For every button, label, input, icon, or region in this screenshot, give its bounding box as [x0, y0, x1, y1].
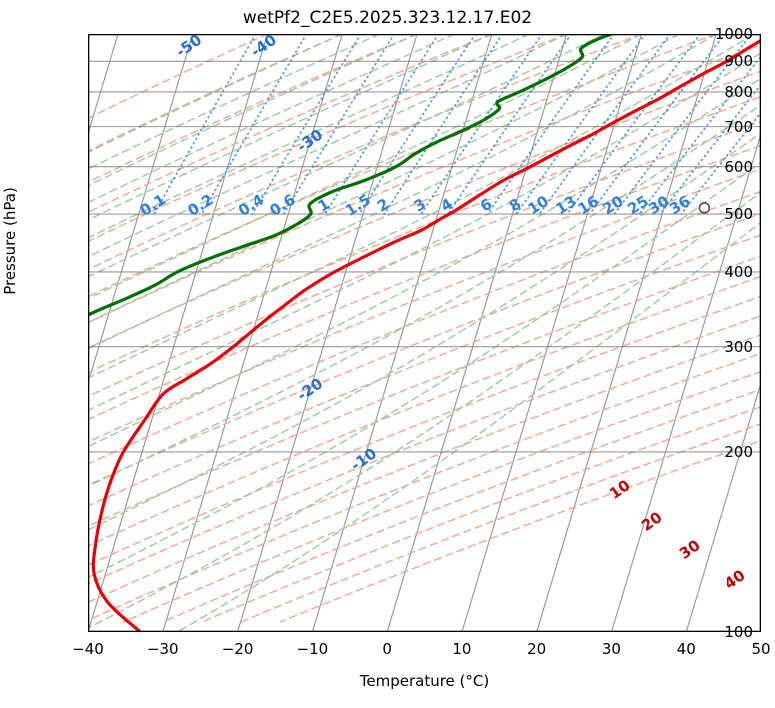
x-tick-20: 20	[527, 640, 547, 658]
mixing-ratio-label-8: 8	[506, 195, 524, 216]
isotherm-label--40: -40	[247, 34, 280, 61]
mixing-ratio-label-3: 3	[411, 195, 429, 216]
mixing-ratio-label-6: 6	[477, 195, 495, 216]
y-tick-100: 100	[724, 623, 753, 641]
y-tick-1000: 1000	[714, 25, 753, 43]
y-tick-900: 900	[724, 52, 753, 71]
isotherm-label--20: -20	[294, 374, 327, 404]
y-tick-500: 500	[724, 205, 753, 224]
y-tick-300: 300	[724, 337, 753, 356]
isotherm-label--50: -50	[173, 34, 206, 61]
moist-adiabats	[88, 34, 761, 632]
x-tick-10: 10	[452, 640, 472, 658]
x-tick-−40: −40	[72, 640, 104, 658]
y-axis-label: Pressure (hPa)	[1, 187, 19, 295]
x-tick-−10: −10	[296, 640, 329, 658]
x-axis-label: Temperature (°C)	[359, 672, 490, 690]
mixing-ratio-lines	[153, 34, 761, 215]
chart-title: wetPf2_C2E5.2025.323.12.17.E02	[242, 8, 533, 28]
x-tick-−20: −20	[221, 640, 254, 658]
y-tick-700: 700	[724, 117, 753, 136]
y-tick-600: 600	[724, 157, 753, 176]
dry-adiabats	[88, 34, 761, 623]
y-tick-400: 400	[724, 262, 753, 281]
axis-frame	[88, 34, 761, 632]
moist-adiabat-label-10: 10	[606, 476, 633, 503]
moist-adiabat-label-30: 30	[676, 536, 703, 563]
x-tick-−30: −30	[146, 640, 179, 658]
dewpoint-profile-line	[88, 34, 614, 318]
temperature-profile-line	[91, 38, 761, 632]
skewt-canvas: -50 -40-30-20-100.1 0.2 0.4 0.6 1 1.5 2 3 4 6 8 10 13…	[88, 34, 761, 632]
y-tick-800: 800	[724, 82, 753, 101]
grid-layer: -50 -40-30-20-100.1 0.2 0.4 0.6 1 1.5 2 3 4 6 8 10 13…	[88, 34, 761, 632]
mixing-ratio-label-0.2: 0.2	[184, 190, 216, 219]
moist-adiabat-label-40: 40	[721, 566, 748, 593]
y-tick-200: 200	[724, 442, 753, 461]
x-tick-50: 50	[751, 640, 771, 658]
lcl-marker	[698, 202, 711, 214]
x-tick-40: 40	[676, 640, 696, 658]
plot-area: -50 -40 -30 -20 -10 0.1 0.2 0.4 0.6 1 1.5 2 3 4 6 8 10 13…	[72, 25, 770, 658]
x-tick-0: 0	[382, 640, 392, 658]
x-tick-30: 30	[601, 640, 621, 658]
pressure-gridlines	[88, 34, 761, 632]
